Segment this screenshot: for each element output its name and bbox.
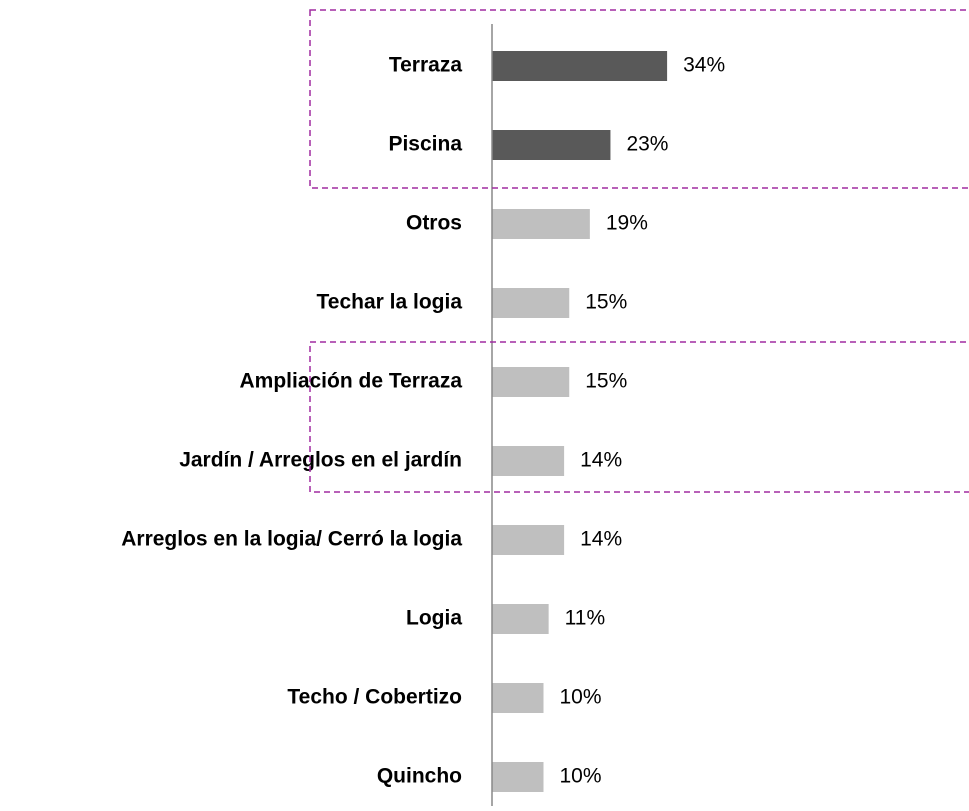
category-label: Piscina (388, 133, 462, 156)
category-label: Logia (406, 607, 462, 630)
value-label: 19% (606, 212, 648, 235)
category-label: Arreglos en la logia/ Cerró la logia (121, 528, 462, 551)
bar (492, 130, 611, 160)
bar (492, 446, 565, 476)
bar (492, 288, 570, 318)
value-label: 11% (565, 607, 605, 630)
value-label: 23% (626, 133, 668, 156)
bar (492, 51, 668, 81)
bar (492, 367, 570, 397)
value-label: 14% (580, 528, 622, 551)
category-label: Ampliación de Terraza (239, 370, 462, 393)
value-label: 10% (560, 686, 602, 709)
value-label: 10% (560, 765, 602, 788)
category-label: Jardín / Arreglos en el jardín (179, 449, 462, 472)
category-label: Quincho (377, 765, 462, 788)
value-label: 15% (585, 370, 627, 393)
category-label: Techo / Cobertizo (287, 686, 462, 709)
category-label: Otros (406, 212, 462, 235)
value-label: 15% (585, 291, 627, 314)
bar (492, 604, 549, 634)
category-label: Techar la logia (317, 291, 463, 314)
highlight-box (309, 341, 969, 493)
category-label: Terraza (389, 54, 462, 77)
bar (492, 525, 565, 555)
highlight-box (309, 9, 969, 189)
value-label: 14% (580, 449, 622, 472)
bar (492, 762, 544, 792)
bar (492, 683, 544, 713)
bar (492, 209, 590, 239)
value-label: 34% (683, 54, 725, 77)
